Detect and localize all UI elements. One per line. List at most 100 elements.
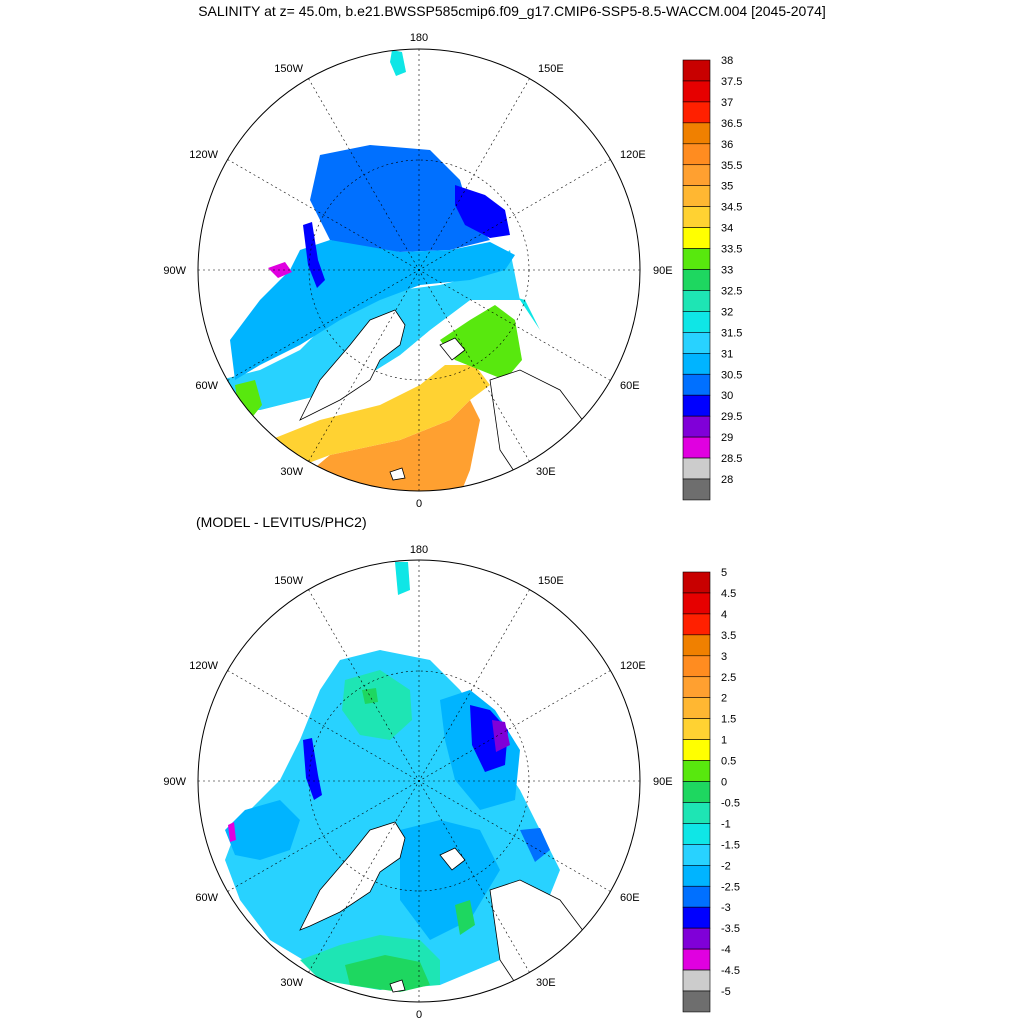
colorbar-swatch — [682, 59, 711, 82]
field-green-norwegian — [455, 900, 475, 935]
lon-label-90w: 90W — [163, 265, 186, 277]
difference-map: 180 150E 120E 90E 60E 30E 0 30W 60W 90W … — [163, 544, 740, 1021]
colorbar-tick-label: -5 — [721, 986, 731, 998]
field-blue-channel — [303, 738, 322, 800]
longitude-labels: 180 150E 120E 90E 60E 30E 0 30W 60W 90W … — [163, 544, 672, 1021]
colorbar-swatch — [682, 969, 711, 992]
colorbar-swatch — [682, 269, 711, 291]
colorbar-swatch — [682, 478, 711, 501]
field-blue-archipelago — [230, 240, 515, 380]
colorbar-tick-label: -3.5 — [721, 923, 740, 935]
colorbar-tick-label: 32.5 — [721, 285, 742, 297]
colorbar-tick-label: -2.5 — [721, 881, 740, 893]
colorbar-swatch — [682, 948, 711, 971]
land-greenland — [299, 309, 406, 421]
difference-colorbar: 5 4.5 4 3.5 3 2.5 2 1.5 1 0.5 0 -0.5 -1 -1.5 -2 -2.5 -3 -… — [682, 567, 740, 1013]
field-blue-channel — [303, 222, 325, 288]
field-deep-blue-siberian — [455, 185, 510, 238]
difference-subtitle: (MODEL - LEVITUS/PHC2) — [196, 514, 367, 530]
colorbar-swatch — [682, 352, 711, 375]
colorbar-swatch — [682, 290, 711, 312]
colorbar-swatch — [682, 802, 711, 824]
colorbar-swatch — [682, 373, 711, 396]
field-cyan-bering — [390, 50, 406, 76]
land-scandinavia — [489, 879, 591, 991]
colorbar-swatch — [682, 571, 711, 594]
lon-label-30w: 30W — [280, 466, 303, 478]
colorbar-tick-label: 33 — [721, 265, 733, 277]
land-svalbard — [439, 337, 466, 361]
lon-label-60e: 60E — [620, 380, 640, 392]
field-green-atlantic — [345, 955, 430, 992]
colorbar-tick-label: 31.5 — [721, 327, 742, 339]
colorbar-tick-label: -2 — [721, 860, 731, 872]
colorbar-tick-label: 4.5 — [721, 588, 736, 600]
land-iceland — [389, 979, 406, 993]
colorbar-tick-label: 35.5 — [721, 160, 742, 172]
colorbar-swatch — [682, 143, 711, 166]
lon-label-120e: 120E — [620, 149, 646, 161]
salinity-map: 180 150E 120E 90E 60E 30E 0 30W 60W 90W … — [163, 32, 742, 510]
lon-label-90e: 90E — [653, 776, 673, 788]
colorbar-tick-label: 0 — [721, 777, 727, 789]
colorbar-tick-label: 28 — [721, 474, 733, 486]
lon-label-30e: 30E — [536, 977, 556, 989]
lon-label-150w: 150W — [274, 63, 303, 75]
colorbar-tick-label: 28.5 — [721, 453, 742, 465]
lon-label-150e: 150E — [538, 575, 564, 587]
colorbar-swatch — [682, 311, 711, 333]
colorbar-swatch — [682, 906, 711, 929]
colorbar-tick-label: 36 — [721, 139, 733, 151]
salinity-colorbar: 38 37.5 37 36.5 36 35.5 35 34.5 34 33.5 33 32.5 32 31… — [682, 55, 742, 501]
land-greenland — [299, 821, 406, 931]
graticule — [198, 49, 640, 491]
colorbar-swatch — [682, 185, 711, 207]
field-green-barents — [440, 305, 522, 380]
colorbar-tick-label: 0.5 — [721, 756, 736, 768]
colorbar-swatch — [682, 206, 711, 228]
colorbar-tick-label: 2.5 — [721, 672, 736, 684]
colorbar-tick-label: 38 — [721, 55, 733, 67]
colorbar-swatch — [682, 332, 711, 354]
colorbar-tick-label: 32 — [721, 306, 733, 318]
colorbar-tick-label: 2 — [721, 693, 727, 705]
colorbar-tick-label: 36.5 — [721, 118, 742, 130]
colorbar-tick-label: 29 — [721, 432, 733, 444]
colorbar-tick-label: 35 — [721, 181, 733, 193]
colorbar-tick-label: 4 — [721, 609, 727, 621]
field-blue-baffin — [225, 800, 300, 860]
field-magenta-coast — [228, 822, 236, 842]
field-green-baffin — [235, 380, 262, 420]
colorbar-swatch — [682, 457, 711, 480]
lon-label-60w: 60W — [195, 380, 218, 392]
colorbar-tick-label: -1.5 — [721, 839, 740, 851]
colorbar-swatch — [682, 781, 711, 803]
lon-label-60w: 60W — [195, 892, 218, 904]
colorbar-tick-label: 31 — [721, 348, 733, 360]
lon-label-90w: 90W — [163, 776, 186, 788]
colorbar-tick-label: 30 — [721, 390, 733, 402]
lon-label-0: 0 — [416, 498, 422, 510]
field-yellow-atlantic — [270, 365, 490, 470]
colorbar-swatch — [682, 844, 711, 866]
field-blue-kara — [520, 828, 550, 862]
colorbar-tick-label: 37 — [721, 97, 733, 109]
colorbar-swatch — [682, 760, 711, 782]
field-blue-beaufort — [310, 145, 490, 252]
colorbar-swatch — [682, 164, 711, 187]
land-svalbard — [439, 847, 466, 871]
colorbar-swatch — [682, 122, 711, 145]
graticule — [198, 560, 640, 1002]
lon-label-150w: 150W — [274, 575, 303, 587]
colorbar-tick-label: -4 — [721, 944, 731, 956]
colorbar-swatch — [682, 655, 711, 678]
lon-label-90e: 90E — [653, 265, 673, 277]
colorbar-swatch — [682, 394, 711, 417]
lon-label-120w: 120W — [189, 149, 218, 161]
field-purple-siberian — [492, 720, 510, 752]
lon-label-60e: 60E — [620, 892, 640, 904]
colorbar-swatch — [682, 415, 711, 438]
lon-label-0: 0 — [416, 1009, 422, 1021]
colorbar-swatch — [682, 227, 711, 249]
